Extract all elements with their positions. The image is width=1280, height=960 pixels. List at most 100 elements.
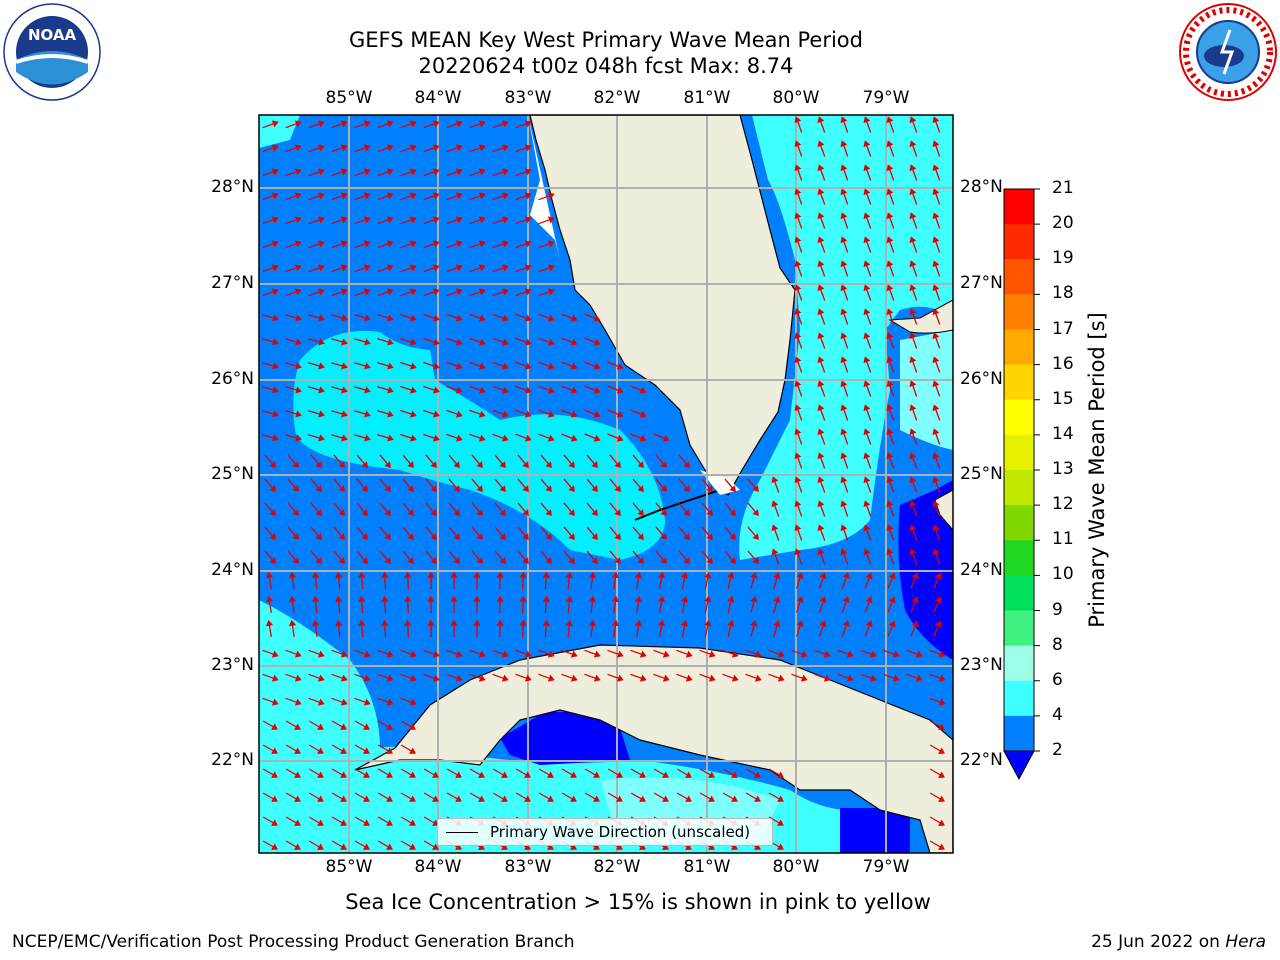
- direction-arrowhead: [752, 485, 759, 493]
- direction-arrowhead: [547, 264, 555, 272]
- direction-arrowhead: [341, 410, 348, 418]
- direction-arrowhead: [819, 596, 827, 603]
- direction-arrowhead: [800, 674, 808, 682]
- lon-label: 82°W: [593, 857, 641, 877]
- direction-arrowhead: [433, 410, 440, 418]
- direction-arrowhead: [384, 509, 391, 517]
- direction-arrowhead: [771, 524, 779, 532]
- direction-arrowhead: [501, 264, 509, 272]
- direction-arrowhead: [381, 595, 389, 602]
- direction-arrowhead: [386, 192, 394, 200]
- direction-arrowhead: [340, 288, 348, 296]
- direction-arrowhead: [616, 843, 623, 850]
- direction-arrowhead: [591, 485, 598, 493]
- direction-arrowhead: [570, 386, 578, 394]
- direction-arrowhead: [501, 843, 508, 850]
- direction-arrowhead: [846, 650, 854, 658]
- direction-arrowhead: [752, 557, 759, 565]
- direction-arrowhead: [386, 240, 394, 248]
- direction-arrowhead: [409, 288, 417, 296]
- direction-arrowhead: [932, 188, 940, 196]
- direction-arrowhead: [932, 404, 940, 412]
- direction-arrowhead: [547, 434, 555, 442]
- direction-arrowhead: [911, 596, 919, 604]
- direction-arrowhead: [932, 356, 940, 364]
- direction-arrowhead: [752, 533, 759, 541]
- direction-arrowhead: [294, 192, 302, 200]
- direction-arrowhead: [591, 557, 598, 565]
- direction-arrowhead: [639, 650, 647, 658]
- direction-arrowhead: [840, 236, 848, 244]
- direction-arrowhead: [315, 557, 322, 565]
- direction-arrowhead: [364, 362, 371, 370]
- lat-label: 24°N: [960, 560, 1003, 580]
- direction-arrowhead: [363, 144, 371, 152]
- direction-arrowhead: [524, 771, 531, 778]
- direction-arrowhead: [685, 795, 692, 802]
- direction-arrowhead: [545, 533, 552, 541]
- direction-arrowhead: [938, 723, 945, 730]
- direction-arrowhead: [427, 571, 435, 578]
- direction-arrowhead: [639, 410, 647, 418]
- direction-arrowhead: [752, 509, 759, 517]
- direction-arrowhead: [271, 674, 279, 682]
- direction-arrowhead: [407, 557, 414, 565]
- direction-arrowhead: [637, 461, 644, 469]
- direction-arrowhead: [863, 428, 871, 436]
- direction-arrowhead: [591, 461, 598, 469]
- direction-arrowhead: [794, 140, 802, 148]
- direction-arrowhead: [455, 674, 463, 682]
- direction-arrowhead: [364, 410, 371, 418]
- direction-arrowhead: [410, 362, 417, 370]
- direction-arrowhead: [657, 619, 666, 627]
- direction-arrowhead: [501, 192, 509, 200]
- direction-arrowhead: [570, 410, 578, 418]
- direction-arrowhead: [731, 674, 739, 682]
- direction-arrowhead: [478, 795, 485, 802]
- direction-arrowhead: [311, 595, 320, 603]
- direction-arrowhead: [409, 240, 417, 248]
- direction-arrowhead: [478, 434, 486, 442]
- direction-arrowhead: [614, 557, 621, 565]
- direction-arrowhead: [685, 771, 692, 778]
- direction-arrowhead: [817, 188, 825, 196]
- direction-arrowhead: [934, 596, 942, 604]
- direction-arrowhead: [846, 674, 854, 682]
- direction-arrowhead: [269, 485, 276, 493]
- direction-arrowhead: [524, 843, 531, 850]
- colorbar-segment: [1004, 575, 1034, 611]
- direction-arrowhead: [794, 188, 802, 196]
- colorbar-extend-triangle: [1003, 750, 1035, 781]
- direction-arrowhead: [501, 362, 509, 370]
- direction-arrowhead: [363, 120, 371, 128]
- direction-arrowhead: [817, 140, 825, 148]
- direction-arrowhead: [433, 362, 440, 370]
- direction-arrowhead: [704, 572, 712, 579]
- lon-label: 81°W: [683, 88, 731, 108]
- lat-label: 22°N: [960, 750, 1003, 770]
- direction-arrowhead: [317, 819, 324, 826]
- lon-label: 81°W: [683, 857, 731, 877]
- direction-arrowhead: [427, 619, 435, 626]
- direction-arrowhead: [886, 212, 894, 220]
- direction-arrowhead: [409, 264, 417, 272]
- direction-arrowhead: [545, 461, 552, 469]
- sea-ice-note: Sea Ice Concentration > 15% is shown in …: [345, 890, 931, 914]
- direction-arrowhead: [593, 771, 600, 778]
- direction-arrowhead: [565, 595, 573, 603]
- direction-arrowhead: [496, 619, 504, 626]
- direction-arrowhead: [938, 771, 945, 778]
- direction-arrowhead: [865, 572, 873, 580]
- direction-arrowhead: [863, 380, 871, 388]
- direction-arrowhead: [909, 452, 917, 460]
- direction-arrowhead: [727, 572, 735, 579]
- contour-darkblue-southeast: [840, 808, 910, 853]
- lat-label: 26°N: [211, 369, 254, 389]
- direction-arrowhead: [501, 288, 509, 296]
- direction-arrowhead: [886, 116, 894, 124]
- direction-arrowhead: [547, 386, 555, 394]
- direction-arrowhead: [616, 434, 624, 442]
- direction-arrowhead: [386, 843, 393, 850]
- direction-arrowhead: [272, 434, 279, 442]
- direction-arrowhead: [317, 747, 324, 754]
